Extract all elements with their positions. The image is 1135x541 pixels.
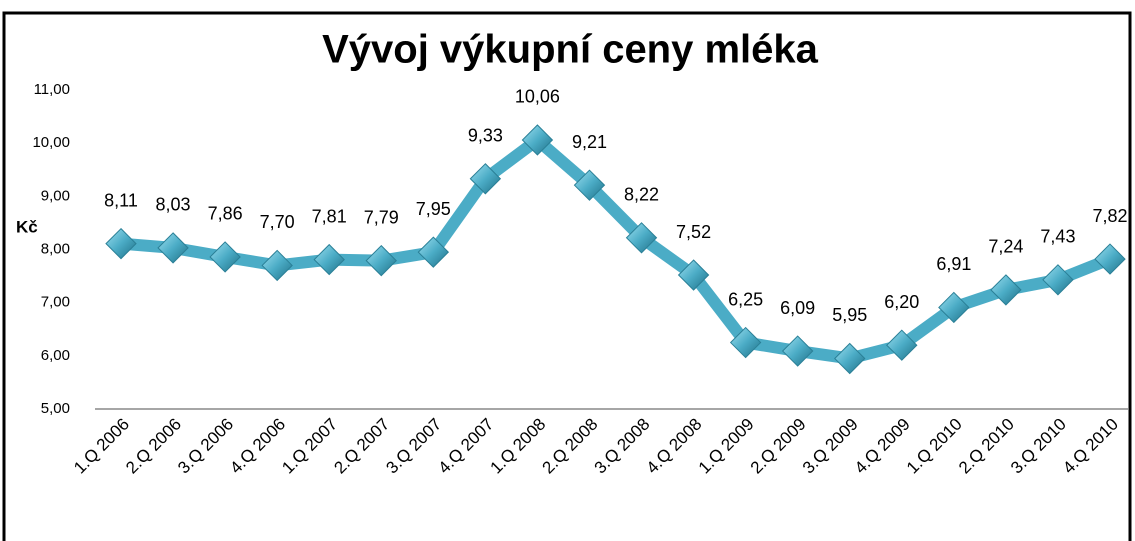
data-label: 5,95 — [832, 305, 867, 325]
data-label: 7,95 — [416, 199, 451, 219]
data-label: 7,70 — [260, 212, 295, 232]
data-label: 8,22 — [624, 185, 659, 205]
marker — [677, 259, 710, 291]
data-label: 7,81 — [312, 206, 347, 226]
marker — [886, 329, 918, 361]
y-axis-label: Kč — [16, 217, 38, 236]
marker — [469, 163, 502, 195]
marker — [781, 335, 814, 367]
chart-title: Vývoj výkupní ceny mléka — [322, 28, 819, 72]
y-tick-label: 5,00 — [41, 400, 70, 417]
data-label: 7,43 — [1040, 227, 1075, 247]
data-label: 7,82 — [1092, 206, 1127, 226]
data-label: 9,33 — [468, 126, 503, 146]
marker — [1042, 264, 1074, 296]
y-tick-label: 9,00 — [41, 187, 70, 204]
data-label: 7,79 — [364, 207, 399, 227]
marker — [261, 249, 293, 282]
data-label: 6,20 — [884, 292, 919, 312]
data-label: 9,21 — [572, 132, 607, 152]
marker — [1094, 243, 1126, 275]
marker — [573, 169, 606, 201]
marker — [417, 236, 450, 268]
marker — [834, 342, 866, 375]
marker — [209, 241, 241, 273]
data-label: 6,25 — [728, 289, 763, 309]
marker — [157, 232, 189, 264]
data-label: 8,03 — [156, 195, 191, 215]
marker — [521, 124, 554, 156]
data-label: 8,11 — [104, 190, 138, 210]
y-tick-label: 6,00 — [41, 347, 70, 364]
marker — [729, 326, 762, 359]
marker — [990, 274, 1022, 306]
y-tick-label: 10,00 — [32, 134, 70, 151]
chart-frame — [2, 11, 1132, 541]
data-label: 10,06 — [515, 87, 560, 107]
data-label: 6,09 — [780, 298, 815, 318]
data-label: 7,24 — [988, 237, 1023, 257]
data-label: 6,91 — [936, 254, 971, 274]
marker — [365, 244, 397, 277]
y-tick-label: 11,00 — [34, 81, 70, 98]
y-tick-label: 7,00 — [41, 294, 70, 311]
data-label: 7,52 — [676, 222, 711, 242]
marker — [105, 227, 137, 260]
data-label: 7,86 — [208, 204, 243, 224]
marker — [938, 291, 970, 324]
marker — [313, 243, 345, 276]
y-tick-label: 8,00 — [41, 240, 70, 257]
marker — [625, 222, 658, 254]
